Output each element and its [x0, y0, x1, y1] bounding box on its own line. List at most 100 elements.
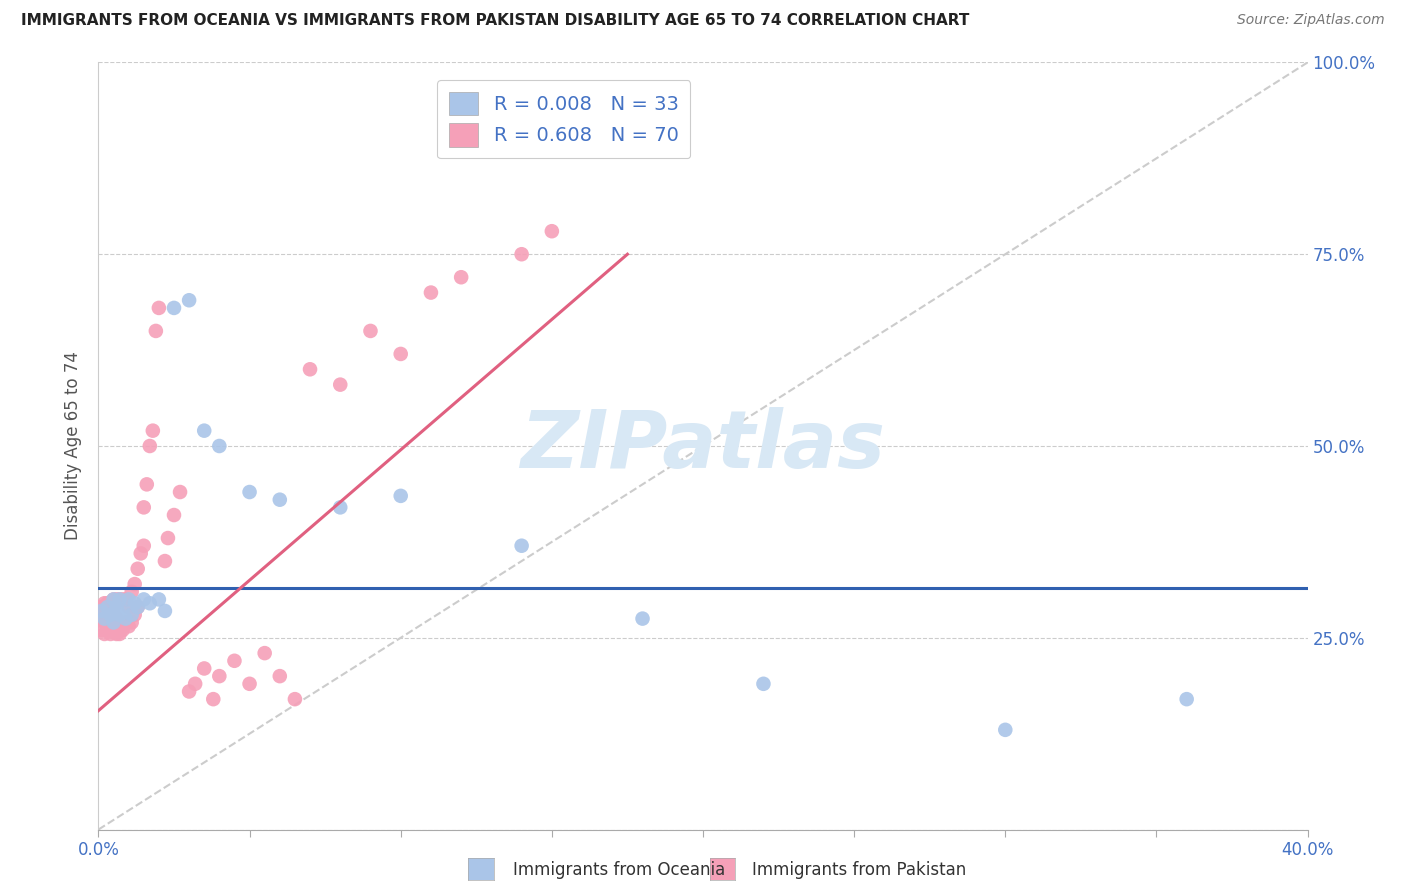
Point	[420, 285, 443, 300]
Point	[108, 615, 131, 630]
Point	[329, 500, 352, 515]
Point	[129, 546, 152, 560]
Point	[132, 500, 155, 515]
Point	[179, 684, 201, 698]
Point	[103, 607, 125, 622]
Point	[108, 592, 131, 607]
Point	[124, 577, 146, 591]
Point	[100, 600, 122, 615]
Point	[121, 584, 143, 599]
Point	[239, 677, 262, 691]
Point	[100, 607, 122, 622]
Point	[93, 615, 115, 630]
Point	[132, 592, 155, 607]
Point	[93, 596, 115, 610]
Legend: R = 0.008   N = 33, R = 0.608   N = 70: R = 0.008 N = 33, R = 0.608 N = 70	[437, 79, 690, 159]
Point	[96, 604, 118, 618]
Point	[127, 600, 149, 615]
Point	[224, 654, 246, 668]
Point	[631, 612, 654, 626]
Point	[139, 439, 162, 453]
Point	[114, 592, 136, 607]
Point	[208, 439, 231, 453]
Point	[193, 661, 215, 675]
Point	[145, 324, 167, 338]
Point	[752, 677, 775, 691]
Point	[100, 619, 122, 633]
Point	[184, 677, 207, 691]
Point	[124, 596, 146, 610]
Point	[360, 324, 382, 338]
Point	[284, 692, 307, 706]
Point	[93, 607, 115, 622]
Point	[135, 477, 157, 491]
Point	[90, 604, 112, 618]
Point	[132, 539, 155, 553]
Point	[103, 615, 125, 630]
Point	[105, 619, 128, 633]
Point	[118, 592, 141, 607]
Point	[93, 612, 115, 626]
Point	[269, 492, 291, 507]
Point	[90, 623, 112, 637]
Point	[169, 485, 191, 500]
Point	[239, 485, 262, 500]
Point	[994, 723, 1017, 737]
Point	[253, 646, 276, 660]
Text: Immigrants from Pakistan: Immigrants from Pakistan	[752, 861, 966, 879]
Point	[90, 612, 112, 626]
Point	[96, 600, 118, 615]
Point	[450, 270, 472, 285]
Point	[93, 627, 115, 641]
Text: ZIPatlas: ZIPatlas	[520, 407, 886, 485]
Point	[90, 604, 112, 618]
Point	[90, 600, 112, 615]
Point	[96, 596, 118, 610]
Point	[96, 612, 118, 626]
Point	[103, 592, 125, 607]
Point	[202, 692, 225, 706]
Point	[148, 301, 170, 315]
Point	[103, 600, 125, 615]
Point	[108, 607, 131, 622]
Point	[105, 600, 128, 615]
Point	[139, 596, 162, 610]
Point	[105, 592, 128, 607]
Point	[389, 489, 412, 503]
Point	[142, 424, 165, 438]
Point	[108, 627, 131, 641]
Text: Source: ZipAtlas.com: Source: ZipAtlas.com	[1237, 13, 1385, 28]
Point	[96, 623, 118, 637]
Point	[103, 623, 125, 637]
Point	[329, 377, 352, 392]
Point	[100, 607, 122, 622]
Point	[105, 612, 128, 626]
Point	[105, 604, 128, 618]
Point	[100, 627, 122, 641]
Point	[179, 293, 201, 308]
Point	[510, 247, 533, 261]
Point	[163, 508, 186, 522]
Point	[389, 347, 412, 361]
Point	[299, 362, 322, 376]
Point	[121, 615, 143, 630]
Text: IMMIGRANTS FROM OCEANIA VS IMMIGRANTS FROM PAKISTAN DISABILITY AGE 65 TO 74 CORR: IMMIGRANTS FROM OCEANIA VS IMMIGRANTS FR…	[21, 13, 970, 29]
Point	[269, 669, 291, 683]
Point	[118, 619, 141, 633]
Point	[114, 615, 136, 630]
Point	[124, 607, 146, 622]
Point	[148, 592, 170, 607]
Point	[111, 592, 134, 607]
Point	[108, 592, 131, 607]
Point	[153, 604, 176, 618]
Point	[105, 627, 128, 641]
Point	[103, 592, 125, 607]
Point	[111, 623, 134, 637]
Point	[1175, 692, 1198, 706]
Point	[121, 607, 143, 622]
Point	[540, 224, 562, 238]
Point	[208, 669, 231, 683]
Point	[510, 539, 533, 553]
Point	[111, 604, 134, 618]
Point	[193, 424, 215, 438]
